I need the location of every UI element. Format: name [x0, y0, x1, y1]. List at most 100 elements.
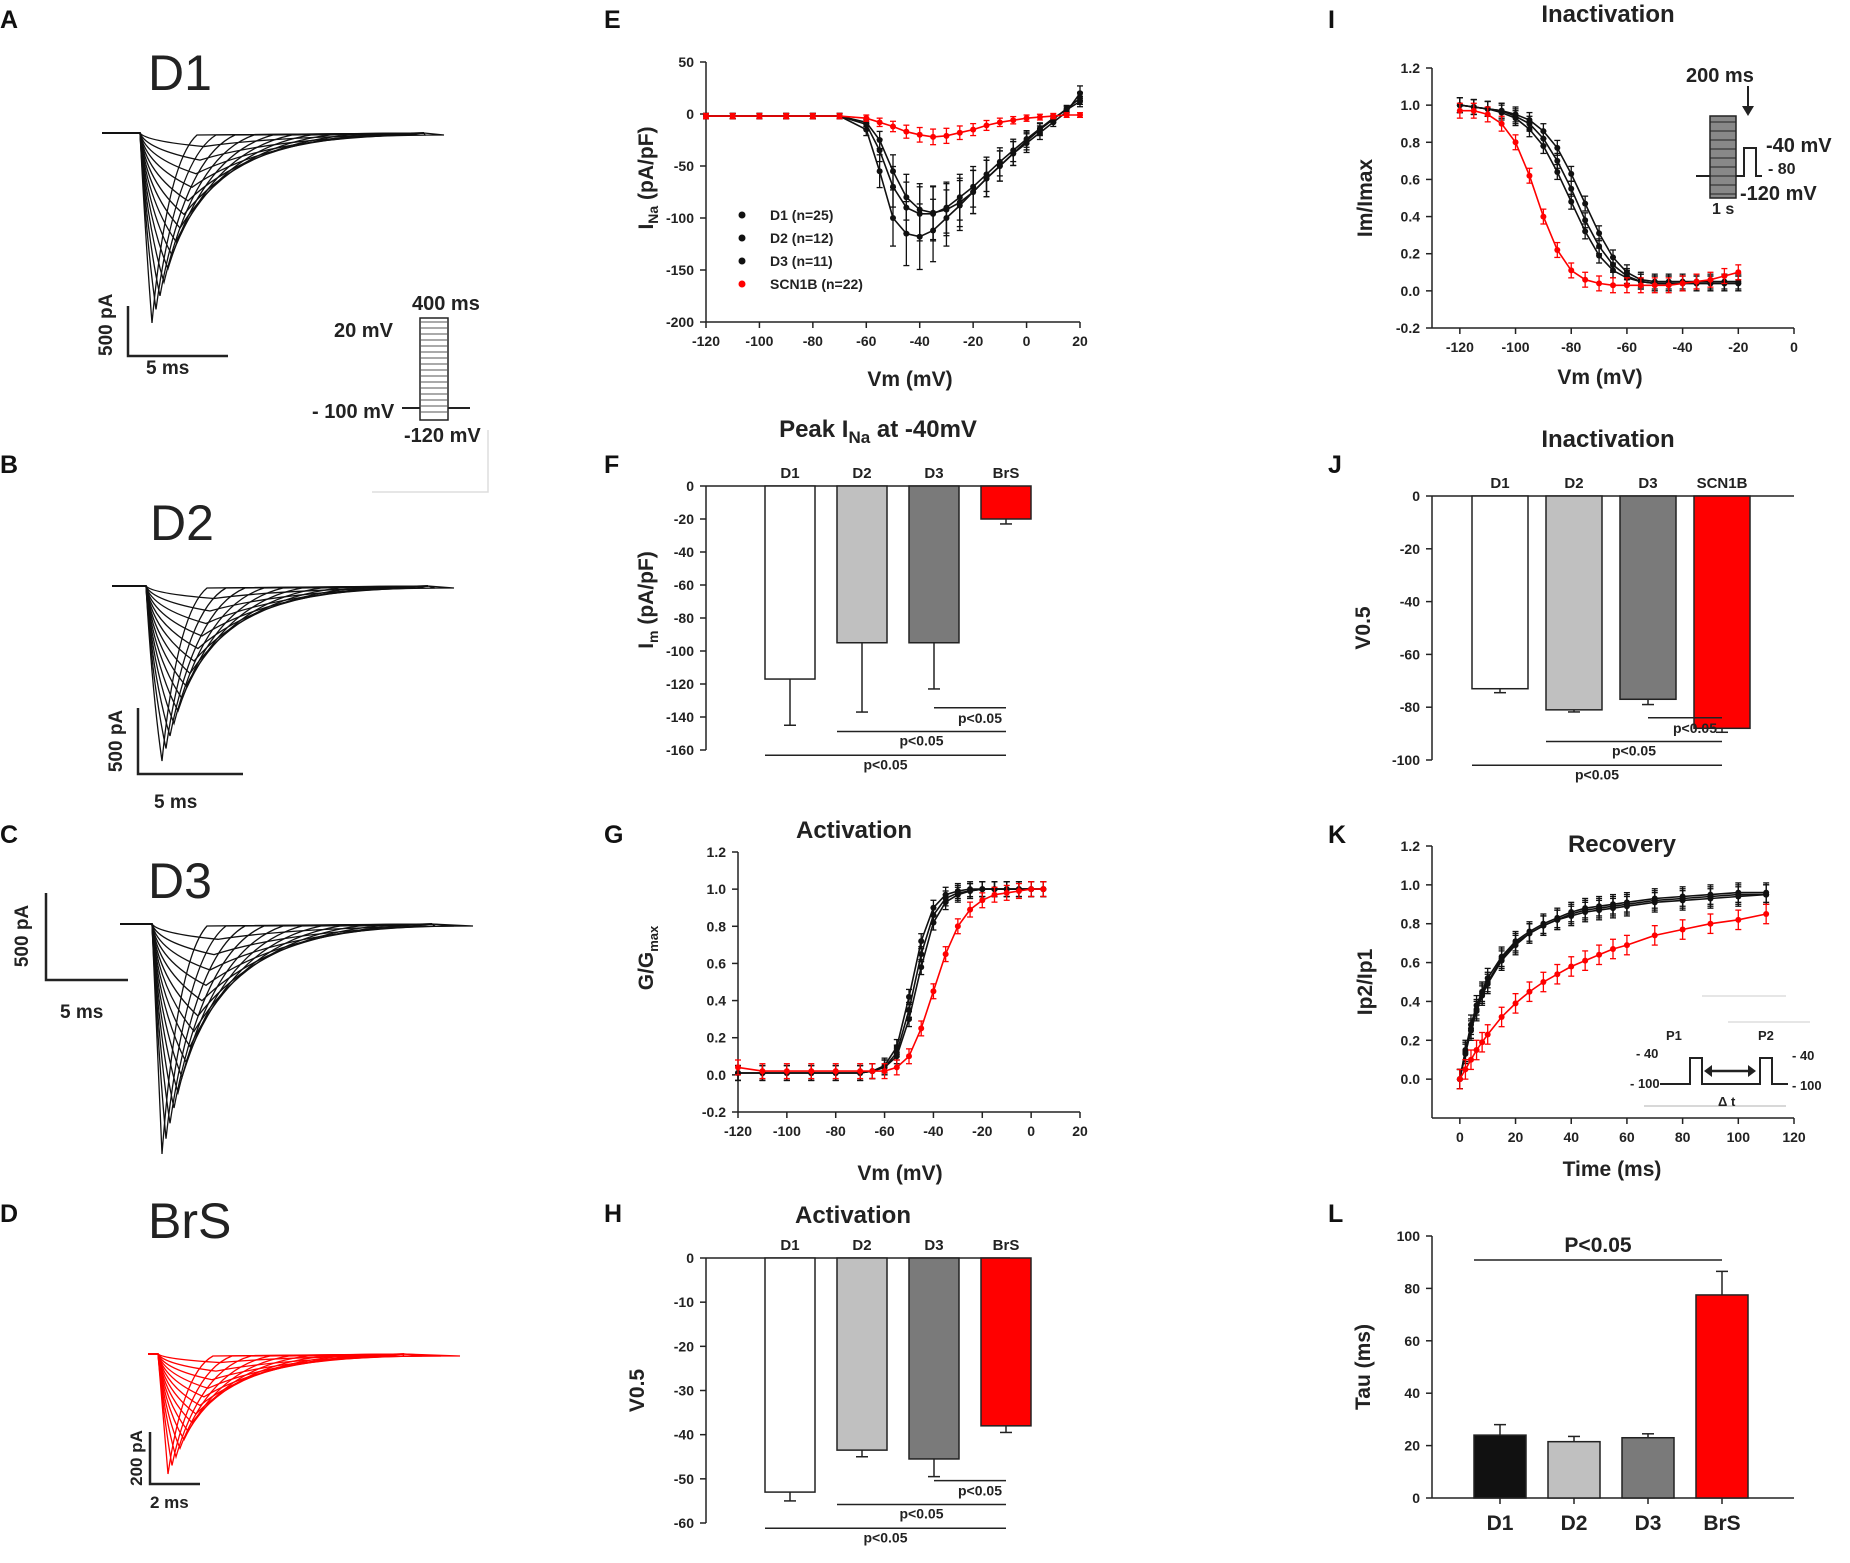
data-point	[1473, 1008, 1480, 1015]
category-label: D1	[780, 1237, 799, 1254]
data-point	[1077, 98, 1083, 105]
data-point	[1512, 942, 1519, 949]
panel-label: A	[0, 6, 18, 34]
significance-marker: p<0.05	[1472, 764, 1722, 782]
data-point	[930, 133, 937, 140]
y-axis-label: Im (pA/pF)	[635, 551, 661, 649]
data-point	[1526, 930, 1533, 937]
x-tick-label: 20	[1072, 333, 1088, 349]
y-tick-label: -120	[666, 676, 694, 692]
data-point	[918, 951, 925, 958]
y-tick-label: 60	[1404, 1333, 1420, 1349]
y-tick-label: 0.6	[1401, 955, 1421, 971]
data-point	[906, 993, 912, 1000]
significance-marker: p<0.05	[934, 707, 1006, 726]
data-point	[1610, 945, 1616, 952]
y-tick-label: -40	[674, 544, 694, 560]
chart-title: Activation	[796, 817, 912, 844]
chart-h: -60 -50 -40 -30 -20 -10 0 V0.5 D1 D2 D3 BrS p<0.05 p<…	[626, 1237, 1032, 1545]
protocol-v-bottom-right: - 100	[1792, 1078, 1822, 1093]
y-tick-label: 0.2	[1401, 246, 1421, 262]
data-point	[703, 113, 709, 120]
scale-bar	[44, 893, 128, 982]
y-tick-label: -10	[674, 1294, 694, 1310]
current-traces	[102, 132, 445, 324]
y-tick-label: 0.0	[707, 1067, 727, 1083]
data-point	[876, 147, 883, 154]
data-point	[1693, 278, 1700, 285]
y-tick-label: 0.0	[1401, 1071, 1421, 1087]
x-tick-label: -100	[745, 333, 773, 349]
panel-b: B D2 500 pA 5 ms	[0, 451, 455, 813]
y-tick-label: 0.6	[1401, 171, 1421, 187]
protocol-p2: P2	[1758, 1028, 1774, 1043]
y-axis-label: V0.5	[1352, 606, 1375, 650]
chart-title: Recovery	[1568, 831, 1677, 858]
y-tick-label: 0.8	[1401, 916, 1421, 932]
y-tick-label: 40	[1404, 1385, 1420, 1401]
y-tick-label: -60	[674, 1515, 694, 1531]
current-trace	[112, 585, 429, 762]
trace-title: BrS	[148, 1193, 231, 1249]
x-tick-label: 20	[1072, 1123, 1088, 1139]
y-tick-label: -20	[1400, 541, 1420, 557]
data-point	[729, 113, 736, 120]
category-label: D2	[852, 465, 871, 482]
protocol-interval: Δ t	[1718, 1094, 1736, 1109]
category-label: D3	[1635, 1512, 1662, 1535]
data-point	[1651, 282, 1658, 289]
data-point	[1540, 213, 1547, 220]
data-point	[1036, 125, 1043, 132]
data-point	[1554, 157, 1561, 164]
bar	[764, 485, 816, 680]
inset-frame	[372, 430, 489, 493]
chart-i: -0.2 0.0 0.2 0.4 0.6 0.8 1.0 1.2 -120 -100 -80 -60 -…	[1354, 60, 1798, 389]
panel-label: H	[604, 1200, 622, 1228]
bar	[980, 485, 1032, 520]
data-point	[1003, 889, 1010, 896]
x-axis-label: Time (ms)	[1563, 1158, 1662, 1181]
data-point	[1040, 886, 1047, 893]
data-point	[942, 951, 949, 958]
category-label: D3	[1638, 475, 1657, 492]
data-point	[1473, 1047, 1480, 1053]
category-label: D2	[852, 1237, 871, 1254]
y-tick-label: 0	[1412, 488, 1420, 504]
chart-title: Peak INa at -40mV	[779, 416, 977, 447]
data-point	[1063, 106, 1070, 113]
p-value: p<0.05	[864, 756, 908, 772]
panel-label: C	[0, 821, 18, 849]
trace-title: D1	[148, 45, 212, 101]
data-point	[1498, 1013, 1505, 1020]
data-point	[1023, 115, 1030, 122]
y-tick-label: -80	[674, 610, 694, 626]
paired-pulse	[1660, 1057, 1788, 1085]
bar	[980, 1257, 1032, 1427]
x-tick-label: 100	[1727, 1129, 1751, 1145]
data-point	[1498, 120, 1505, 127]
series-d2	[735, 881, 1047, 1082]
y-tick-label: 0	[1412, 1490, 1420, 1506]
data-point	[1498, 107, 1505, 114]
y-tick-label: -140	[666, 709, 694, 725]
data-point	[1554, 971, 1561, 978]
data-point	[1484, 1031, 1491, 1038]
y-axis-label: Ip2/Ip1	[1354, 948, 1377, 1015]
bar	[1471, 495, 1529, 690]
x-axis-label: Vm (mV)	[857, 1162, 942, 1185]
data-point	[996, 158, 1003, 165]
x-axis-label: Vm (mV)	[867, 368, 952, 391]
current-trace	[102, 132, 425, 296]
category-label: BrS	[1703, 1512, 1740, 1535]
x-tick-label: 0	[1027, 1123, 1035, 1139]
data-point	[876, 119, 883, 126]
panel-label: E	[604, 6, 621, 34]
chart-k: 0.0 0.2 0.4 0.6 0.8 1.0 1.2 0 20 40 60 80 100 120 Time…	[1354, 838, 1806, 1181]
data-point	[1596, 951, 1603, 958]
data-point	[1735, 893, 1742, 900]
x-tick-label: 60	[1619, 1129, 1635, 1145]
current-trace	[120, 923, 433, 1096]
scale-time: 5 ms	[146, 358, 189, 379]
